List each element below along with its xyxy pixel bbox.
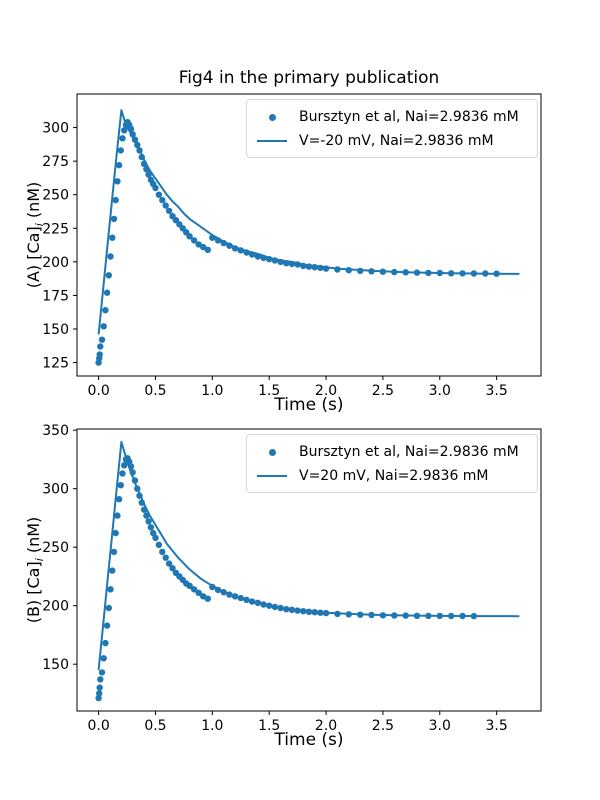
svg-text:1.0: 1.0 (201, 383, 223, 399)
svg-text:275: 275 (42, 154, 69, 170)
svg-text:2.5: 2.5 (372, 383, 394, 399)
legend-item-model: V=-20 mV, Nai=2.9836 mM (253, 129, 531, 153)
legend-label: V=-20 mV, Nai=2.9836 mM (299, 133, 494, 149)
svg-text:1.5: 1.5 (258, 383, 280, 399)
svg-text:0.5: 0.5 (144, 383, 166, 399)
svg-text:0.0: 0.0 (87, 383, 109, 399)
svg-text:3.0: 3.0 (429, 718, 451, 734)
legend-label: Bursztyn et al, Nai=2.9836 mM (299, 444, 519, 460)
dot-icon (268, 448, 276, 456)
legend-item-data: Bursztyn et al, Nai=2.9836 mM (253, 105, 531, 129)
legend-item-data: Bursztyn et al, Nai=2.9836 mM (253, 440, 531, 464)
x-axis-label-panel-b: Time (s) (274, 730, 344, 750)
svg-text:1.0: 1.0 (201, 718, 223, 734)
figure-title: Fig4 in the primary publication (178, 68, 440, 88)
legend-panel-a: Bursztyn et al, Nai=2.9836 mM V=-20 mV, … (246, 99, 538, 158)
svg-text:350: 350 (42, 423, 69, 439)
svg-text:150: 150 (42, 322, 69, 338)
svg-text:300: 300 (42, 482, 69, 498)
scatter-marker-icon (253, 113, 291, 121)
svg-text:3.0: 3.0 (429, 383, 451, 399)
svg-text:175: 175 (42, 288, 69, 304)
svg-text:250: 250 (42, 188, 69, 204)
scatter-marker-icon (253, 448, 291, 456)
legend-item-model: V=20 mV, Nai=2.9836 mM (253, 464, 531, 488)
y-axis-label-panel-b: (B) [Ca]i (nM) (24, 516, 47, 624)
svg-text:0.0: 0.0 (87, 718, 109, 734)
legend-label: V=20 mV, Nai=2.9836 mM (299, 468, 489, 484)
svg-text:1.5: 1.5 (258, 718, 280, 734)
svg-text:225: 225 (42, 221, 69, 237)
line-icon (257, 140, 287, 142)
line-marker-icon (253, 140, 291, 142)
line-icon (257, 475, 287, 477)
svg-text:2.0: 2.0 (315, 383, 337, 399)
svg-text:3.5: 3.5 (486, 718, 508, 734)
svg-text:125: 125 (42, 356, 69, 372)
svg-text:2.0: 2.0 (315, 718, 337, 734)
y-axis-label-panel-a: (A) [Ca]i (nM) (24, 181, 47, 289)
svg-text:200: 200 (42, 599, 69, 615)
legend-label: Bursztyn et al, Nai=2.9836 mM (299, 109, 519, 125)
svg-text:300: 300 (42, 121, 69, 137)
svg-text:3.5: 3.5 (486, 383, 508, 399)
svg-text:250: 250 (42, 540, 69, 556)
svg-text:0.5: 0.5 (144, 718, 166, 734)
x-axis-label-panel-a: Time (s) (274, 395, 344, 415)
line-marker-icon (253, 475, 291, 477)
svg-text:2.5: 2.5 (372, 718, 394, 734)
dot-icon (268, 113, 276, 121)
legend-panel-b: Bursztyn et al, Nai=2.9836 mM V=20 mV, N… (246, 434, 538, 493)
svg-text:200: 200 (42, 255, 69, 271)
svg-text:150: 150 (42, 657, 69, 673)
